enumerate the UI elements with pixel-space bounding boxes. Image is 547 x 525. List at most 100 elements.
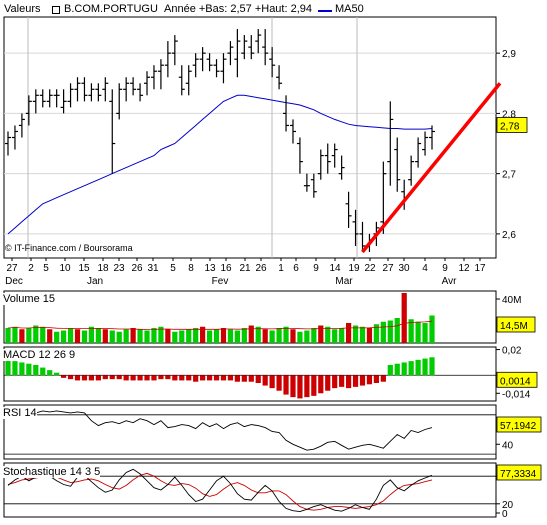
volume-title: Volume 15 (3, 293, 55, 305)
volume-bar (61, 330, 67, 343)
macd-bar (297, 375, 303, 399)
macd-bar (304, 375, 310, 398)
volume-bar (387, 320, 393, 343)
x-day-label: 15 (78, 263, 90, 274)
macd-bar (40, 367, 46, 376)
price-bar (429, 125, 435, 150)
price-y-tick-label: 2,9 (502, 49, 516, 60)
volume-bar (151, 328, 157, 343)
macd-bar (290, 375, 296, 398)
volume-bar (137, 329, 143, 343)
volume-bar (429, 315, 435, 343)
volume-bar (227, 329, 234, 343)
macd-bar (116, 375, 122, 380)
volume-bar (26, 328, 32, 343)
macd-bar (206, 375, 213, 381)
macd-title: MACD 12 26 9 (3, 349, 76, 361)
macd-bar (61, 375, 67, 378)
volume-bar (74, 329, 81, 343)
x-day-label: 26 (255, 263, 267, 274)
x-day-label: 21 (239, 263, 251, 274)
volume-bar (206, 330, 213, 343)
price-bar (296, 137, 303, 174)
macd-bar (283, 375, 289, 395)
x-month-label: Avr (442, 276, 457, 287)
x-day-label: 17 (474, 263, 486, 274)
ticker-checkbox[interactable] (52, 6, 60, 14)
macd-panel-frame (3, 346, 497, 402)
volume-bar (33, 325, 39, 343)
macd-bar (109, 375, 115, 380)
stoch-y-tick-label: 0 (502, 509, 508, 520)
macd-bar (415, 359, 421, 376)
price-bar (81, 77, 88, 102)
ma50-legend-label: MA50 (335, 3, 364, 15)
macd-bar (137, 375, 143, 381)
price-bar (171, 35, 178, 66)
macd-bar (47, 370, 53, 376)
price-bar (345, 191, 352, 228)
price-bar (192, 53, 199, 78)
volume-bar (88, 326, 95, 343)
price-bar (269, 47, 276, 78)
macd-bar (95, 375, 101, 381)
price-bar (248, 35, 255, 60)
macd-bar (269, 375, 275, 389)
volume-bar (394, 318, 400, 343)
volume-bar (241, 328, 247, 343)
macd-bar (179, 375, 185, 381)
macd-bar (33, 365, 39, 376)
macd-bar (359, 375, 366, 386)
price-bar (310, 173, 317, 198)
ticker-name: B.COM.PORTUGU (64, 3, 158, 15)
macd-bar (26, 363, 32, 376)
macd-y-tick-label: -0,014 (502, 389, 531, 400)
price-bar (25, 95, 32, 126)
volume-y-tick-label: 40M (502, 295, 521, 306)
volume-bar (12, 326, 18, 343)
price-bar (317, 149, 324, 180)
price-bar (5, 131, 11, 156)
x-day-label: 5 (43, 263, 49, 274)
macd-bar (227, 375, 234, 381)
price-y-tick-label: 2,6 (502, 230, 516, 241)
x-day-label: 19 (348, 263, 360, 274)
price-bar (67, 83, 74, 108)
price-bar (144, 71, 151, 96)
volume-bar (262, 329, 268, 343)
price-bar (387, 101, 394, 186)
price-bar (18, 113, 25, 138)
x-day-label: 10 (59, 263, 71, 274)
price-y-tick-label: 2,7 (502, 170, 516, 181)
macd-bar (234, 375, 240, 382)
price-y-tick-label: 2,8 (502, 109, 516, 120)
macd-bar (102, 375, 108, 380)
volume-bar (297, 331, 303, 343)
price-bar (276, 65, 283, 90)
x-day-label: 18 (97, 263, 109, 274)
price-bar (164, 41, 171, 78)
volume-bar (130, 328, 136, 343)
volume-bar (311, 328, 317, 343)
volume-bar (248, 325, 254, 343)
macd-bar (74, 375, 81, 381)
ma50-legend-swatch (318, 10, 332, 12)
volume-bar (123, 329, 129, 343)
stoch-value-box (496, 464, 542, 481)
price-bar (352, 209, 359, 246)
price-bar (123, 77, 130, 102)
macd-bar (165, 375, 171, 380)
price-bar (88, 83, 95, 102)
price-bar (255, 29, 262, 54)
price-bar (289, 119, 296, 144)
macd-bar (193, 375, 199, 382)
x-day-label: 5 (170, 263, 176, 274)
volume-bar (325, 326, 331, 343)
x-day-label: 26 (131, 263, 143, 274)
x-day-label: 27 (6, 263, 18, 274)
x-day-label: 6 (293, 263, 299, 274)
volume-bar (40, 326, 46, 343)
price-bar (157, 59, 164, 90)
x-day-label: 13 (204, 263, 216, 274)
rsi-title: RSI 14 (3, 407, 37, 419)
